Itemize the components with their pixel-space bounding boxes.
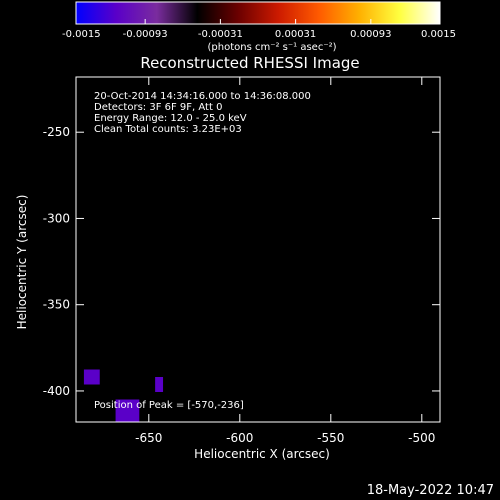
- annotation-time: 20-Oct-2014 14:34:16.000 to 14:36:08.000: [94, 91, 311, 102]
- y-tick-label: -350: [43, 298, 70, 312]
- colorbar: [75, 1, 441, 25]
- plot-frame: [75, 76, 441, 423]
- colorbar-unit-label: (photons cm⁻² s⁻¹ asec⁻²): [207, 42, 336, 53]
- colorbar-tick-label: -0.0015: [62, 29, 101, 40]
- colorbar-tick-label: -0.00031: [198, 29, 243, 40]
- y-tick-label: -400: [43, 384, 70, 398]
- heatmap: [76, 77, 440, 422]
- colorbar-ticks: -0.0015 -0.00093 -0.00031 0.00031 0.00093 0.0…: [62, 19, 456, 40]
- y-tick-label: -250: [43, 125, 70, 139]
- annotation-block: 20-Oct-2014 14:34:16.000 to 14:36:08.000…: [94, 91, 311, 135]
- peak-position-label: Position of Peak = [-570,-236]: [94, 400, 244, 411]
- annotation-detectors: Detectors: 3F 6F 9F, Att 0: [94, 102, 222, 113]
- x-axis-label: Heliocentric X (arcsec): [194, 447, 330, 461]
- x-tick-label: -500: [408, 431, 435, 445]
- y-axis-ticks: -250 -300 -350 -400: [43, 125, 440, 398]
- annotation-counts: Clean Total counts: 3.23E+03: [94, 124, 242, 135]
- chart-title: Reconstructed RHESSI Image: [140, 54, 359, 72]
- colorbar-tick-label: 0.0015: [421, 29, 456, 40]
- x-axis-ticks: -650 -600 -550 -500: [135, 77, 435, 445]
- colorbar-tick-label: -0.00093: [123, 29, 168, 40]
- x-tick-label: -650: [135, 431, 162, 445]
- y-tick-label: -300: [43, 211, 70, 225]
- colorbar-tick-label: 0.00031: [275, 29, 316, 40]
- colorbar-tick-label: 0.00093: [350, 29, 391, 40]
- footer-timestamp: 18-May-2022 10:47: [367, 483, 494, 498]
- y-axis-label: Heliocentric Y (arcsec): [15, 195, 29, 330]
- annotation-energy: Energy Range: 12.0 - 25.0 keV: [94, 113, 247, 124]
- x-tick-label: -600: [226, 431, 253, 445]
- x-tick-label: -550: [317, 431, 344, 445]
